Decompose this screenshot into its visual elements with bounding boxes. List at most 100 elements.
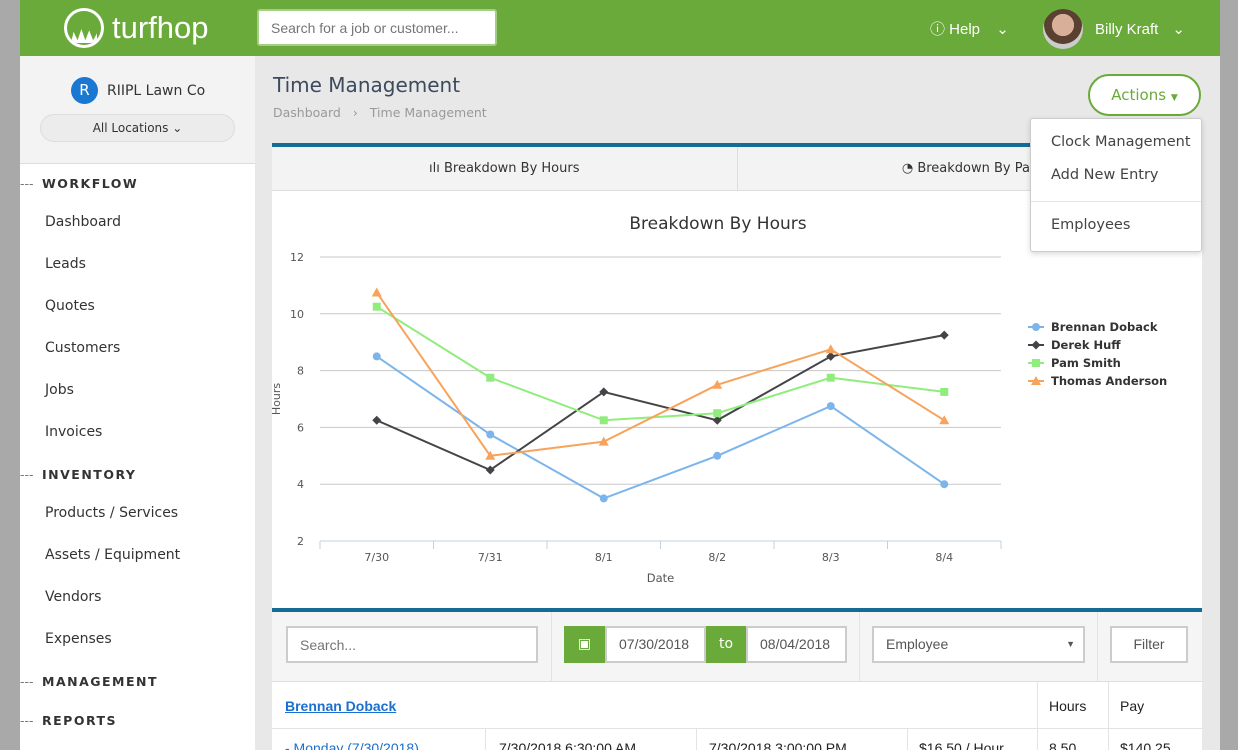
company-avatar: R [71, 77, 98, 104]
data-point [826, 373, 835, 382]
actions-label: Actions [1111, 86, 1167, 104]
menu-clock-management[interactable]: Clock Management [1051, 134, 1191, 150]
calendar-button[interactable]: ▣ [564, 626, 605, 663]
pie-chart-icon: ◔ [901, 161, 918, 176]
main-content: Time Management Dashboard › Time Managem… [255, 56, 1220, 750]
help-label: Help [949, 21, 981, 38]
chart-title: Breakdown By Hours [629, 214, 806, 234]
legend-label: Derek Huff [1051, 338, 1121, 352]
filter-button[interactable]: Filter [1110, 626, 1188, 663]
tab-label: Breakdown By Pay [917, 161, 1038, 176]
data-point [826, 402, 835, 411]
data-point [940, 480, 949, 489]
nav-dashboard[interactable]: Dashboard [45, 214, 121, 230]
date-to-input[interactable]: 08/04/2018 [746, 626, 847, 663]
rate: $16.50 / Hour [919, 740, 1004, 750]
employee-name-link[interactable]: Brennan Doback [285, 698, 397, 714]
grass-logo-icon [64, 8, 104, 48]
nav-expenses[interactable]: Expenses [45, 631, 112, 647]
y-tick-label: 8 [297, 365, 304, 378]
menu-employees[interactable]: Employees [1051, 217, 1131, 233]
nav-customers[interactable]: Customers [45, 340, 121, 356]
tab-breakdown-pay[interactable]: ◔ Breakdown By Pay [736, 147, 1203, 190]
tab-breakdown-hours[interactable]: ılı Breakdown By Hours [272, 147, 737, 190]
breadcrumb: Dashboard › Time Management [273, 105, 487, 120]
hours-value: 8.50 [1049, 740, 1077, 750]
data-point [372, 352, 381, 361]
hours-header: Hours [1049, 698, 1087, 714]
legend-marker [1031, 340, 1041, 350]
menu-add-new-entry[interactable]: Add New Entry [1051, 167, 1159, 183]
location-select[interactable]: All Locations ⌄ [40, 114, 235, 142]
x-tick-label: 8/3 [822, 551, 840, 564]
date-from-input[interactable]: 07/30/2018 [605, 626, 706, 663]
calendar-icon: ▣ [577, 636, 592, 652]
location-label: All Locations [92, 121, 169, 135]
data-point [713, 451, 722, 460]
series-line-2 [376, 305, 945, 422]
clock-in: 7/30/2018 6:30:00 AM [499, 740, 636, 750]
x-tick-label: 8/2 [708, 551, 726, 564]
nav-quotes[interactable]: Quotes [45, 298, 95, 314]
day-link[interactable]: - Monday (7/30/2018) [285, 740, 419, 750]
help-menu[interactable]: ⓘ Help ⌄ [930, 18, 1009, 39]
x-tick-label: 7/30 [364, 551, 389, 564]
data-point [599, 416, 608, 425]
data-point [713, 409, 722, 418]
chevron-right-icon: › [352, 105, 358, 120]
nav-products-services[interactable]: Products / Services [45, 505, 179, 521]
legend-label: Thomas Anderson [1051, 374, 1167, 388]
company-name: R RIIPL Lawn Co [71, 77, 205, 104]
data-point [485, 450, 496, 460]
legend-label: Pam Smith [1051, 356, 1121, 370]
nav-jobs[interactable]: Jobs [45, 382, 74, 398]
data-point [712, 415, 722, 425]
to-label: to [706, 626, 746, 663]
y-tick-label: 4 [297, 478, 304, 491]
y-tick-label: 12 [290, 251, 304, 264]
data-point [826, 351, 836, 361]
data-point [599, 494, 608, 503]
nav-invoices[interactable]: Invoices [45, 424, 103, 440]
chevron-down-icon: ⌄ [996, 21, 1009, 38]
actions-button[interactable]: Actions ▼ [1088, 74, 1201, 116]
section-inventory[interactable]: INVENTORY [20, 467, 136, 482]
series-line-0 [376, 355, 945, 500]
legend-marker [1032, 323, 1040, 331]
caret-down-icon: ▼ [1066, 639, 1075, 649]
data-point [939, 415, 950, 425]
data-point [486, 373, 495, 382]
section-workflow[interactable]: WORKFLOW [20, 176, 138, 191]
clock-out: 7/30/2018 3:00:00 PM [709, 740, 847, 750]
section-management[interactable]: MANAGEMENT [20, 674, 158, 689]
section-reports[interactable]: REPORTS [20, 713, 117, 728]
user-name: Billy Kraft [1095, 20, 1159, 38]
search-input[interactable] [286, 626, 538, 663]
employee-select[interactable]: Employee ▼ [872, 626, 1085, 663]
legend-marker [1032, 359, 1040, 367]
user-menu[interactable]: Billy Kraft ⌄ [1043, 9, 1185, 49]
actions-dropdown: Clock Management Add New Entry Employees [1030, 118, 1202, 252]
data-point [372, 302, 381, 311]
x-tick-label: 8/1 [595, 551, 613, 564]
nav-vendors[interactable]: Vendors [45, 589, 102, 605]
breadcrumb-current: Time Management [369, 105, 487, 120]
global-search-input[interactable] [257, 9, 497, 46]
chevron-down-icon: ⌄ [1172, 21, 1185, 38]
x-axis-title: Date [647, 571, 675, 585]
logo-text: turfhop [112, 10, 209, 45]
breadcrumb-dashboard[interactable]: Dashboard [273, 105, 341, 120]
nav-assets-equipment[interactable]: Assets / Equipment [45, 547, 181, 563]
data-point [712, 379, 723, 389]
employee-select-value: Employee [886, 636, 949, 652]
nav-leads[interactable]: Leads [45, 256, 86, 272]
data-point [939, 330, 949, 340]
logo[interactable]: turfhop [64, 8, 209, 48]
pay-value: $140.25 [1120, 740, 1171, 750]
legend-label: Brennan Doback [1051, 320, 1158, 334]
caret-down-icon: ▼ [1170, 93, 1178, 103]
page-title: Time Management [273, 73, 461, 97]
series-line-3 [375, 291, 945, 457]
x-tick-label: 7/31 [478, 551, 503, 564]
help-icon: ⓘ [930, 21, 950, 38]
